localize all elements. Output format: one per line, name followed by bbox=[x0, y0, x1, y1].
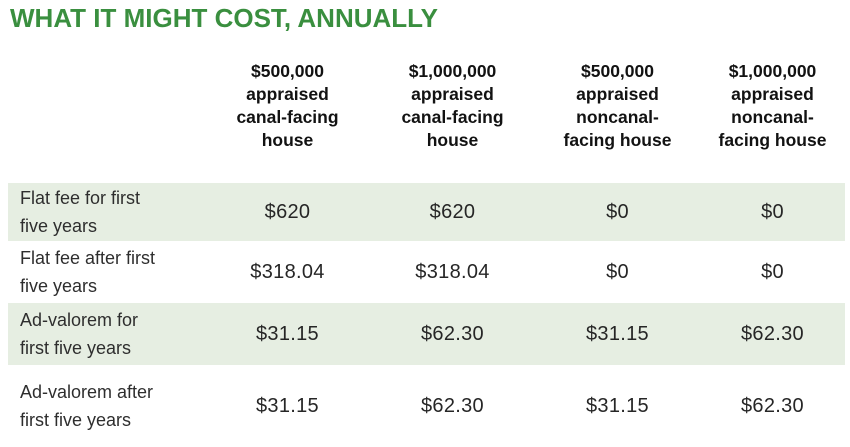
cell-value: $31.15 bbox=[256, 394, 319, 417]
column-header-500k-canal: $500,000 appraised canal-facing house bbox=[236, 61, 339, 150]
row-label: Flat fee after first five years bbox=[20, 248, 156, 296]
cell-value: $318.04 bbox=[415, 260, 490, 283]
cell-value: $62.30 bbox=[741, 394, 804, 417]
cell-value: $0 bbox=[606, 260, 629, 283]
cell-value: $31.15 bbox=[586, 322, 649, 345]
page-title: WHAT IT MIGHT COST, ANNUALLY bbox=[10, 3, 439, 33]
cell-value: $31.15 bbox=[586, 394, 649, 417]
column-header-1m-noncanal: $1,000,000 appraised noncanal- facing ho… bbox=[718, 61, 827, 150]
cell-value: $318.04 bbox=[250, 260, 325, 283]
cell-value: $0 bbox=[606, 200, 629, 223]
cell-value: $0 bbox=[761, 200, 784, 223]
cell-value: $62.30 bbox=[421, 322, 484, 345]
cell-value: $62.30 bbox=[421, 394, 484, 417]
table-row: Ad-valorem for first five years $31.15 $… bbox=[8, 303, 845, 365]
table-header-row: $500,000 appraised canal-facing house $1… bbox=[8, 58, 845, 183]
cell-value: $620 bbox=[429, 200, 476, 223]
header-spacer bbox=[8, 58, 205, 60]
column-header-500k-noncanal: $500,000 appraised noncanal- facing hous… bbox=[563, 61, 672, 150]
table-row: Flat fee for first five years $620 $620 … bbox=[8, 183, 845, 241]
table-row: Flat fee after first five years $318.04 … bbox=[8, 241, 845, 303]
cell-value: $620 bbox=[264, 200, 311, 223]
column-header-1m-canal: $1,000,000 appraised canal-facing house bbox=[401, 61, 504, 150]
cell-value: $62.30 bbox=[741, 322, 804, 345]
cell-value: $31.15 bbox=[256, 322, 319, 345]
row-label: Flat fee for first five years bbox=[20, 188, 141, 236]
cost-table: $500,000 appraised canal-facing house $1… bbox=[8, 58, 845, 447]
row-label: Ad-valorem for first five years bbox=[20, 310, 139, 358]
cell-value: $0 bbox=[761, 260, 784, 283]
row-label: Ad-valorem after first five years bbox=[20, 382, 154, 430]
table-row: Ad-valorem after first five years $31.15… bbox=[8, 365, 845, 447]
